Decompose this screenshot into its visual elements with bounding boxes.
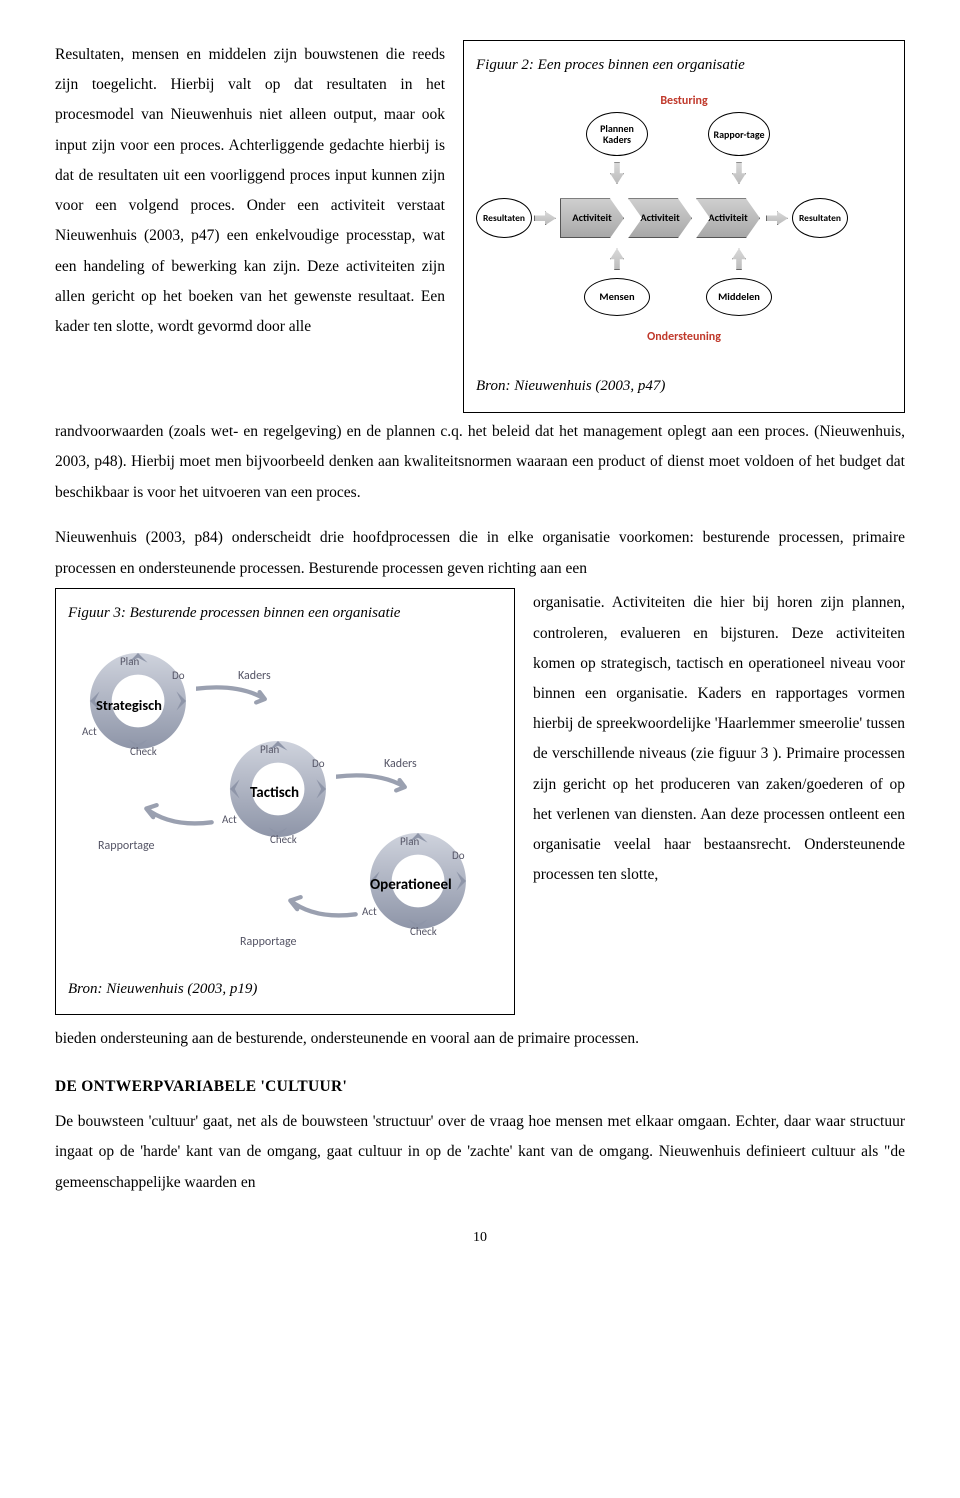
section-heading: DE ONTWERPVARIABELE 'CULTUUR' — [55, 1072, 905, 1102]
arrow-rapportage-2-icon — [280, 879, 366, 929]
besturing-label: Besturing — [476, 90, 892, 113]
resultaten-right-text: Resultaten — [799, 209, 841, 228]
op-do: Do — [452, 845, 465, 866]
arrow-rapportage-down-icon — [732, 162, 746, 184]
resultaten-left-node: Resultaten — [476, 198, 532, 238]
ondersteuning-label: Ondersteuning — [476, 326, 892, 349]
strat-check: Check — [130, 741, 157, 762]
tactisch-label: Tactisch — [250, 779, 299, 808]
page-number: 10 — [55, 1224, 905, 1251]
strat-do: Do — [172, 665, 185, 686]
figure-3-title: Figuur 3: Besturende processen binnen ee… — [68, 599, 502, 628]
arrow-mensen-up-icon — [610, 248, 624, 270]
tac-do: Do — [312, 753, 325, 774]
arrow-kaders-1-icon — [196, 679, 282, 719]
rapportage-node: Rappor-tage — [708, 112, 770, 156]
middelen-text: Middelen — [718, 287, 760, 307]
mensen-node: Mensen — [584, 278, 650, 316]
mensen-text: Mensen — [599, 287, 634, 307]
activiteit-3: Activiteit — [696, 198, 760, 238]
activiteit-3-text: Activiteit — [708, 208, 747, 228]
op-plan: Plan — [400, 831, 419, 852]
rapportage-1: Rapportage — [98, 835, 155, 858]
middelen-node: Middelen — [706, 278, 772, 316]
rapportage-text: Rappor-tage — [713, 129, 764, 141]
rapportage-2: Rapportage — [240, 931, 297, 954]
arrow-middelen-up-icon — [732, 248, 746, 270]
arrow-plannen-down-icon — [610, 162, 624, 184]
activiteit-1: Activiteit — [560, 198, 624, 238]
figure-3-box: Figuur 3: Besturende processen binnen ee… — [55, 588, 515, 1015]
strat-plan: Plan — [120, 651, 139, 672]
figure-2-box: Figuur 2: Een proces binnen een organisa… — [463, 40, 905, 413]
figure-2-title: Figuur 2: Een proces binnen een organisa… — [476, 51, 892, 80]
resultaten-left-text: Resultaten — [483, 209, 525, 228]
para3-after: bieden ondersteuning aan de besturende, … — [55, 1024, 905, 1054]
para2: Nieuwenhuis (2003, p84) onderscheidt dri… — [55, 523, 905, 583]
figure3-section: Figuur 3: Besturende processen binnen ee… — [55, 588, 905, 1019]
para4: De bouwsteen 'cultuur' gaat, net als de … — [55, 1107, 905, 1198]
plannen-kaders-node: Plannen Kaders — [586, 112, 648, 156]
activiteit-2: Activiteit — [628, 198, 692, 238]
operationeel-label: Operationeel — [370, 871, 452, 900]
arrow-kaders-2-icon — [336, 767, 422, 807]
resultaten-right-node: Resultaten — [792, 198, 848, 238]
tac-plan: Plan — [260, 739, 279, 760]
plannen-kaders-text: Plannen Kaders — [587, 123, 647, 146]
figure-3-diagram: Plan Do Check Act Strategisch Kaders Pla… — [68, 635, 502, 965]
activiteit-1-text: Activiteit — [572, 208, 611, 228]
figure-3-source: Bron: Nieuwenhuis (2003, p19) — [68, 975, 502, 1004]
arrow-result-in-icon — [534, 211, 556, 225]
intro-left-text: Resultaten, mensen en middelen zijn bouw… — [55, 40, 445, 342]
figure-2-source: Bron: Nieuwenhuis (2003, p47) — [476, 372, 892, 401]
activiteit-2-text: Activiteit — [640, 208, 679, 228]
arrow-rapportage-1-icon — [136, 787, 222, 837]
arrow-result-out-icon — [766, 211, 788, 225]
tac-check: Check — [270, 829, 297, 850]
strategisch-label: Strategisch — [96, 691, 162, 719]
figure-2-diagram: Besturing Plannen Kaders Rappor-tage Res… — [476, 86, 892, 366]
strat-act: Act — [82, 721, 97, 742]
tac-act: Act — [222, 809, 237, 830]
top-two-column: Resultaten, mensen en middelen zijn bouw… — [55, 40, 905, 413]
op-check: Check — [410, 921, 437, 942]
para1-continuation: randvoorwaarden (zoals wet- en regelgevi… — [55, 417, 905, 508]
